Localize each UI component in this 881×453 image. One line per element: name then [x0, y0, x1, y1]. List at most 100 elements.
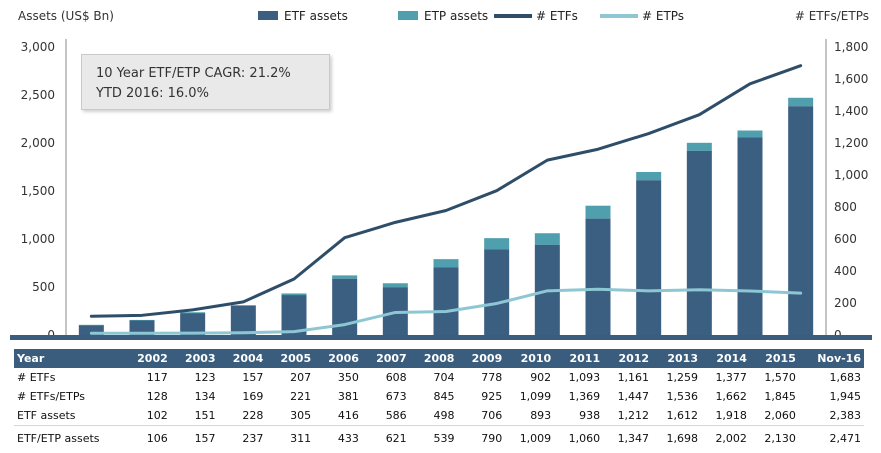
table-header-cell: Year — [14, 349, 123, 368]
cagr-note-box: 10 Year ETF/ETP CAGR: 21.2% YTD 2016: 16… — [81, 54, 330, 110]
right-tick-label: 1,400 — [834, 104, 868, 118]
right-tick-label: 400 — [834, 264, 857, 278]
etf-assets-bar — [636, 180, 662, 335]
table-row-label: ETF/ETP assets — [14, 425, 123, 450]
table-header-cell: 2007 — [361, 349, 410, 368]
legend-label: # ETPs — [642, 9, 684, 23]
table-cell: 123 — [194, 371, 216, 384]
etf-assets-bar — [180, 313, 206, 335]
table-header-cell: Nov-16 — [798, 349, 864, 368]
etf-assets-bar — [484, 249, 510, 335]
table-header-cell: 2008 — [409, 349, 458, 368]
table-header-cell: 2014 — [701, 349, 750, 368]
table-cell: 621 — [361, 425, 410, 450]
cagr-note-line: 10 Year ETF/ETP CAGR: 21.2% — [96, 66, 291, 81]
left-tick-label: 1,000 — [21, 232, 55, 246]
etp-assets-bar — [484, 238, 510, 250]
table-header-cell: 2005 — [266, 349, 315, 368]
table-cell: 1,377 — [715, 371, 747, 384]
table-row: # ETFs 117 123 157 207 350 608 704 778 902 1,093 1,… — [14, 368, 864, 387]
etp-assets-bar — [433, 259, 459, 268]
table-cell: 1,369 — [568, 390, 601, 403]
table-row-label: # ETFs/ETPs — [17, 390, 85, 403]
table-cell: 1,918 — [715, 409, 747, 422]
table-cell: 128 — [146, 390, 168, 403]
table-cell: 539 — [409, 425, 458, 450]
table-header-cell: 2010 — [505, 349, 555, 368]
n-etfs-line — [89, 64, 803, 318]
table-cell: 157 — [170, 425, 219, 450]
left-tick-label: 2,500 — [21, 88, 55, 102]
legend-label: # ETFs — [536, 9, 578, 23]
legend-label: ETF assets — [284, 9, 348, 23]
right-axis-title: # ETFs/ETPs — [795, 9, 869, 23]
table-header-cell: 2012 — [603, 349, 653, 368]
table-cell: 1,259 — [666, 371, 699, 384]
table-cell: 237 — [218, 425, 267, 450]
table-header-cell: 2013 — [652, 349, 701, 368]
etp-assets-bar — [332, 275, 358, 279]
ytd-note-line: YTD 2016: 16.0% — [96, 86, 209, 101]
legend-swatch — [258, 11, 278, 20]
table-cell: 207 — [290, 371, 312, 384]
data-table: Year 2002 2003 2004 2005 2006 2007 2008 … — [14, 349, 864, 450]
table-cell: 1,347 — [603, 425, 653, 450]
table-cell: 433 — [314, 425, 362, 450]
table-cell: 1,683 — [829, 371, 862, 384]
table-cell: 1,698 — [652, 425, 701, 450]
table-cell: 1,612 — [666, 409, 699, 422]
table-header-cell: 2003 — [170, 349, 219, 368]
table-cell: 893 — [530, 409, 552, 422]
chart-svg: Assets (US$ Bn)# ETFs/ETPs05001,0001,500… — [10, 9, 872, 342]
table-cell: 2,471 — [798, 425, 864, 450]
table-cell: 381 — [337, 390, 359, 403]
chart-baseline — [10, 335, 872, 340]
right-tick-label: 800 — [834, 200, 857, 214]
etp-assets-bar — [281, 293, 307, 296]
etp-assets-bar — [585, 205, 611, 219]
table-cell: 704 — [433, 371, 455, 384]
etf-assets-bar — [737, 137, 763, 335]
table-cell: 790 — [457, 425, 506, 450]
etp-assets-bar — [636, 171, 662, 181]
table-cell: 1,845 — [764, 390, 796, 403]
table-cell: 902 — [530, 371, 552, 384]
etf-assets-bar — [686, 150, 712, 335]
table-cell: 1,662 — [715, 390, 747, 403]
right-tick-label: 200 — [834, 296, 857, 310]
etf-assets-bar — [788, 106, 814, 336]
table-header-cell: 2009 — [457, 349, 506, 368]
table-cell: 305 — [290, 409, 312, 422]
etp-assets-bar — [382, 283, 408, 288]
etp-assets-bar — [788, 97, 814, 107]
etp-assets-bar — [180, 312, 206, 314]
left-tick-label: 3,000 — [21, 40, 55, 54]
table-row-label: # ETFs — [17, 371, 56, 384]
etp-assets-bar — [534, 233, 560, 245]
etf-assets-bar — [433, 267, 459, 335]
table-cell: 2,060 — [764, 409, 796, 422]
etf-assets-bar — [129, 320, 155, 335]
etf-assets-bar — [78, 325, 104, 335]
table-cell: 925 — [481, 390, 503, 403]
table-cell: 117 — [146, 371, 168, 384]
table-cell: 221 — [290, 390, 312, 403]
table-cell: 2,130 — [749, 425, 799, 450]
table-cell: 416 — [337, 409, 359, 422]
left-axis-title: Assets (US$ Bn) — [18, 9, 114, 23]
table-cell: 673 — [385, 390, 407, 403]
table-cell: 1,099 — [519, 390, 552, 403]
etf-assets-bar — [281, 295, 307, 335]
etp-assets-bar — [686, 142, 712, 151]
etp-assets-bar — [129, 319, 155, 321]
right-tick-label: 1,800 — [834, 40, 868, 54]
left-tick-label: 1,500 — [21, 184, 55, 198]
table-cell: 1,212 — [617, 409, 650, 422]
table-header-cell: 2006 — [314, 349, 362, 368]
table-cell: 102 — [146, 409, 168, 422]
table-body: # ETFs 117 123 157 207 350 608 704 778 902 1,093 1,… — [14, 368, 864, 450]
table-cell: 1,447 — [617, 390, 650, 403]
right-tick-label: 1,000 — [834, 168, 868, 182]
table-cell: 2,002 — [701, 425, 750, 450]
table-cell: 350 — [337, 371, 359, 384]
